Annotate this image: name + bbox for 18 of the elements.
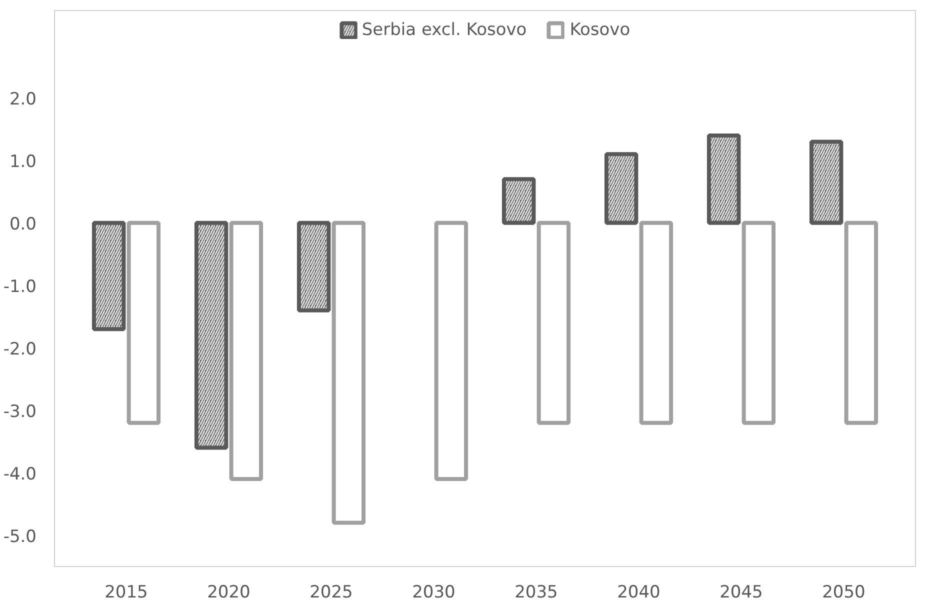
x-tick-label: 2050 (822, 582, 866, 602)
legend-label: Serbia excl. Kosovo (362, 20, 527, 40)
x-tick-label: 2035 (514, 582, 558, 602)
y-tick-label: 0.0 (9, 214, 37, 234)
y-tick-label: -3.0 (3, 402, 36, 422)
x-tick-label: 2015 (104, 582, 148, 602)
x-tick-label: 2030 (412, 582, 456, 602)
legend-label: Kosovo (570, 20, 630, 40)
y-tick-label: 1.0 (9, 152, 37, 172)
y-tick-label: -1.0 (3, 276, 36, 297)
y-tick-label: -5.0 (3, 526, 36, 547)
y-tick-label: -4.0 (3, 464, 36, 484)
y-tick-label: 2.0 (9, 89, 37, 110)
x-tick-label: 2045 (720, 582, 763, 602)
y-tick-label: -2.0 (3, 339, 36, 360)
x-tick-label: 2020 (207, 582, 250, 602)
x-tick-label: 2025 (310, 582, 353, 602)
x-tick-label: 2040 (617, 582, 660, 602)
